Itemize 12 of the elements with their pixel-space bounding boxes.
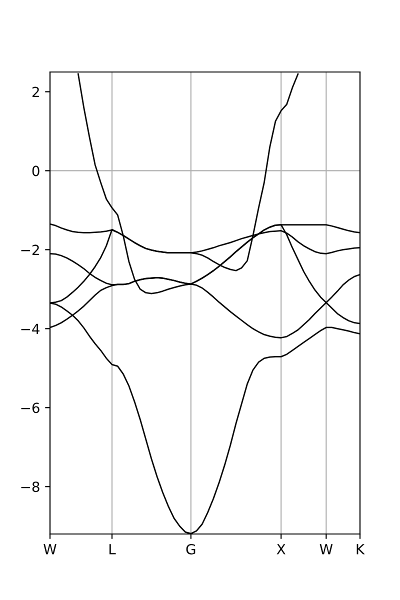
x-tick-label: G [186,544,196,554]
x-tick-label: X [276,544,286,554]
y-tick-label: −4 [21,324,40,334]
y-tick-label: 0 [32,166,40,176]
y-tick-label: −2 [21,244,39,255]
y-tick-label: 2 [32,86,39,98]
x-tick-label: W [320,544,333,554]
x-tick-label: W [44,544,56,554]
y-tick-label: −6 [21,402,40,414]
x-tick-label: L [109,544,116,554]
x-tick-label: K [356,544,365,554]
y-tick-label: −8 [21,482,40,492]
